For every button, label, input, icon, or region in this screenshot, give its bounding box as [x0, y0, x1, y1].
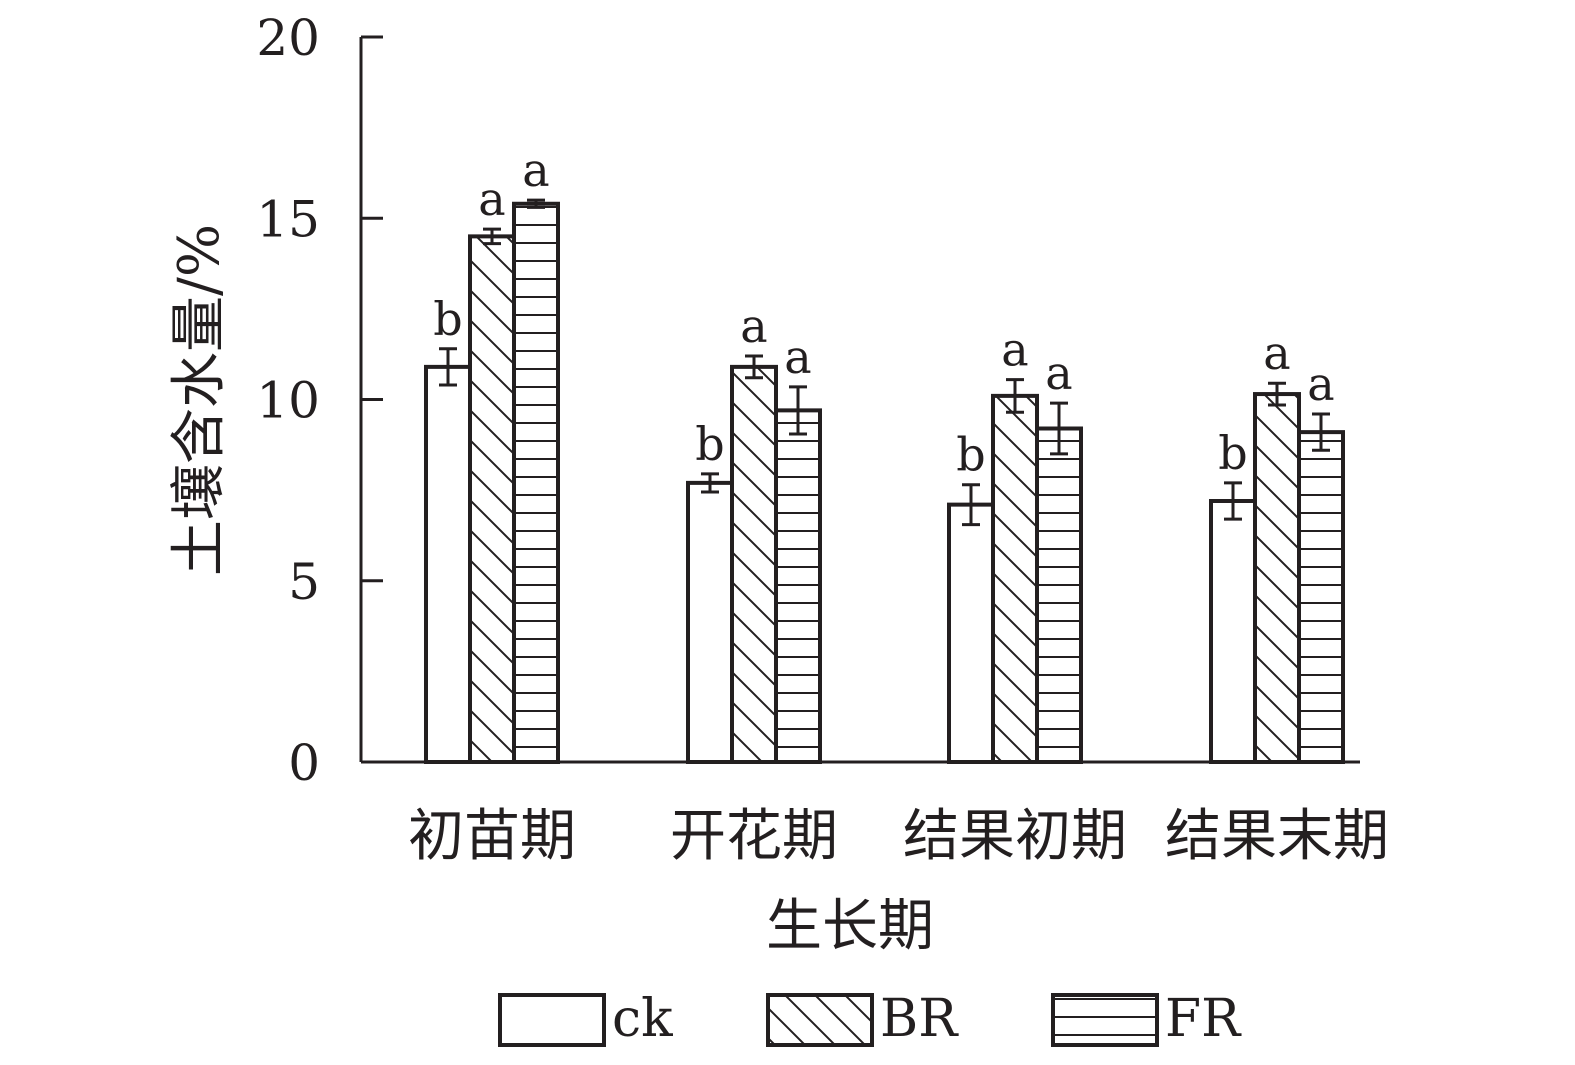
y-tick-label: 10 — [256, 372, 320, 430]
bar-br-1 — [468, 234, 516, 764]
error-bar — [1312, 412, 1330, 452]
x-category-label: 结果末期 — [1165, 804, 1389, 869]
y-axis-title: 土壤含水量/% — [167, 224, 232, 576]
y-tick-label: 5 — [288, 553, 320, 611]
significance-label: b — [1218, 426, 1247, 480]
significance-label: a — [1307, 357, 1334, 411]
error-bar — [1268, 381, 1286, 407]
y-tick-label: 20 — [256, 9, 320, 67]
significance-label: a — [1001, 323, 1028, 377]
bar-br-4 — [1253, 392, 1301, 764]
error-bar — [1224, 481, 1242, 521]
error-bar — [439, 347, 457, 387]
bar-ck-3 — [947, 502, 995, 764]
bar-fr-3 — [1035, 426, 1083, 764]
legend: ck BR FR — [498, 989, 1242, 1049]
bar-fr-2 — [774, 408, 822, 764]
legend-swatch-br — [766, 993, 874, 1047]
x-category-label: 开花期 — [670, 804, 838, 869]
error-bar — [962, 483, 980, 527]
legend-swatch-ck — [498, 993, 606, 1047]
significance-label: a — [1263, 326, 1290, 380]
bar-ck-1 — [424, 364, 472, 764]
error-bar — [1006, 378, 1024, 414]
error-bar — [701, 472, 719, 494]
legend-label-fr: FR — [1165, 989, 1242, 1049]
x-category-label: 结果初期 — [903, 804, 1127, 869]
error-bar — [527, 198, 545, 209]
error-bar — [1050, 401, 1068, 456]
error-bar — [483, 227, 501, 246]
error-bar — [745, 354, 763, 380]
bar-fr-1 — [512, 201, 560, 764]
error-bar — [789, 385, 807, 436]
bars: bb b baa a aaa a a — [424, 143, 1345, 764]
bar-br-3 — [991, 393, 1039, 764]
bar-ck-4 — [1209, 499, 1257, 764]
bar-ck-2 — [686, 480, 734, 764]
y-tick-label: 15 — [256, 190, 320, 248]
bar-br-2 — [730, 364, 778, 764]
significance-label: b — [433, 292, 462, 346]
significance-label: a — [1045, 346, 1072, 400]
significance-label: b — [956, 428, 985, 482]
y-axis: 0 5 10 15 20 — [256, 9, 383, 792]
x-axis-title: 生长期 — [766, 894, 934, 959]
legend-label-ck: ck — [612, 989, 673, 1049]
significance-label: a — [784, 330, 811, 384]
x-axis: 初苗期 开花期 结果初期 结果末期 — [361, 760, 1389, 869]
significance-label: a — [740, 299, 767, 353]
significance-label: b — [695, 417, 724, 471]
legend-swatch-fr — [1051, 993, 1159, 1047]
y-tick-label: 0 — [288, 734, 320, 792]
x-category-label: 初苗期 — [408, 804, 576, 869]
significance-label: a — [478, 172, 505, 226]
bar-fr-4 — [1297, 430, 1345, 764]
significance-label: a — [522, 143, 549, 197]
legend-label-br: BR — [880, 989, 959, 1049]
